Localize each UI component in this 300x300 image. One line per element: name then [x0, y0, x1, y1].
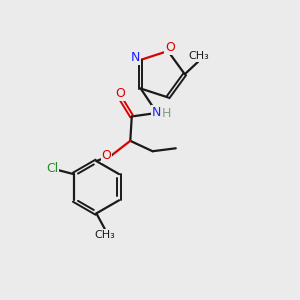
Text: Cl: Cl	[46, 162, 58, 175]
Text: O: O	[165, 41, 175, 54]
Text: N: N	[130, 51, 140, 64]
Text: CH₃: CH₃	[94, 230, 115, 240]
Text: H: H	[162, 107, 171, 120]
Text: CH₃: CH₃	[188, 51, 209, 62]
Text: O: O	[102, 149, 111, 162]
Text: O: O	[115, 87, 125, 100]
Text: N: N	[152, 106, 161, 119]
